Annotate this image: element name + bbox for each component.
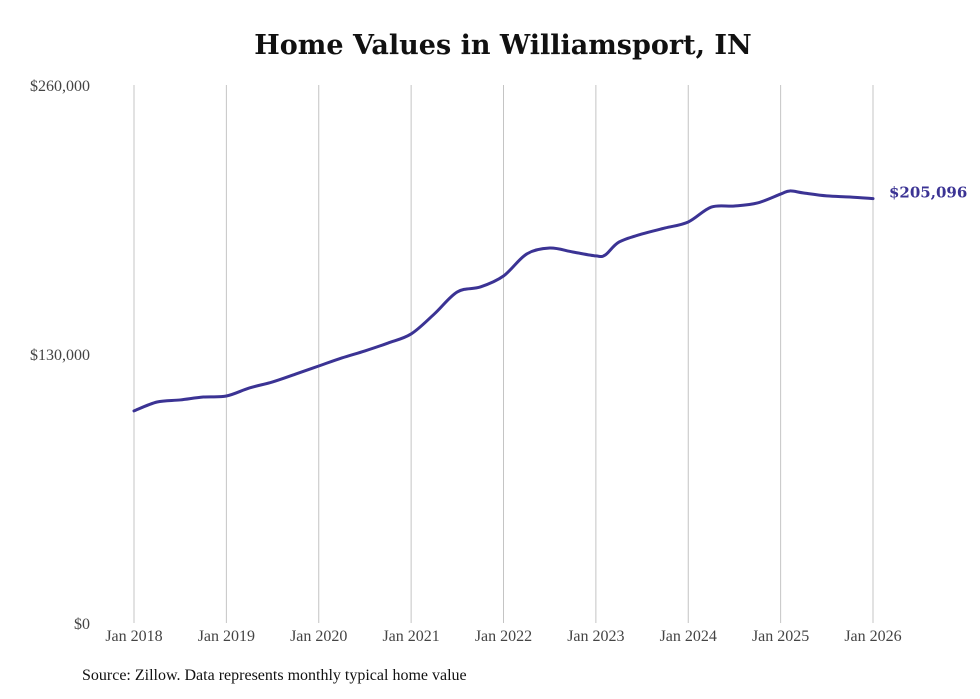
x-tick-label: Jan 2021 bbox=[382, 628, 439, 645]
x-tick-label: Jan 2022 bbox=[475, 628, 532, 645]
y-tick-label: $0 bbox=[74, 616, 90, 633]
series-line bbox=[132, 189, 875, 413]
x-tick-label: Jan 2026 bbox=[844, 628, 901, 645]
x-tick-label: Jan 2024 bbox=[660, 628, 717, 645]
y-tick-label: $260,000 bbox=[30, 78, 90, 95]
chart-title: Home Values in Williamsport, IN bbox=[254, 30, 752, 61]
y-tick-label: $130,000 bbox=[30, 347, 90, 364]
x-tick-label: Jan 2020 bbox=[290, 628, 347, 645]
x-tick-label: Jan 2019 bbox=[198, 628, 255, 645]
end-value-label: $205,096 bbox=[889, 184, 967, 202]
x-tick-label: Jan 2025 bbox=[752, 628, 809, 645]
x-tick-label: Jan 2023 bbox=[567, 628, 624, 645]
x-tick-label: Jan 2018 bbox=[105, 628, 162, 645]
source-note: Source: Zillow. Data represents monthly … bbox=[82, 667, 467, 684]
